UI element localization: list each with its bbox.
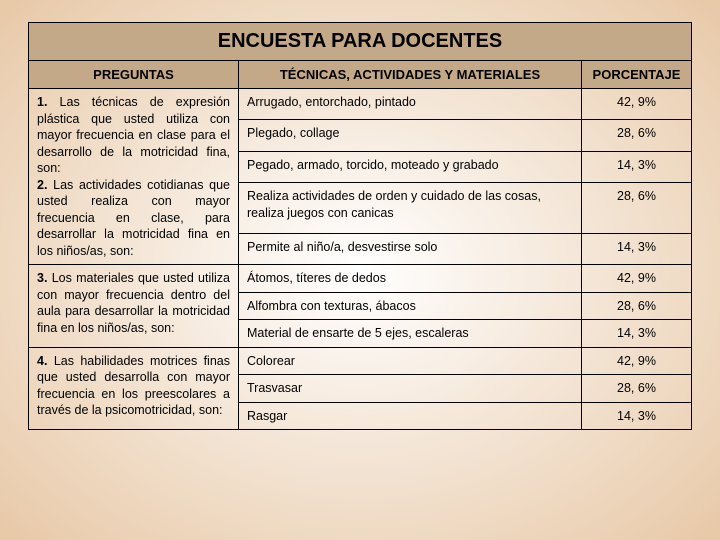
percentage-cell: 28, 6% — [582, 120, 692, 151]
question-cell-4: 4. Las habilidades motrices finas que us… — [29, 347, 239, 430]
table-row: 4. Las habilidades motrices finas que us… — [29, 347, 692, 375]
activity-cell: Arrugado, entorchado, pintado — [239, 89, 582, 120]
activity-cell: Colorear — [239, 347, 582, 375]
activity-cell: Trasvasar — [239, 375, 582, 403]
percentage-cell: 42, 9% — [582, 89, 692, 120]
question-cell-3: 3. Los materiales que usted utiliza con … — [29, 265, 239, 348]
survey-table-container: ENCUESTA PARA DOCENTES PREGUNTAS TÉCNICA… — [28, 22, 692, 430]
activity-cell: Átomos, títeres de dedos — [239, 265, 582, 293]
table-row: 3. Los materiales que usted utiliza con … — [29, 265, 692, 293]
percentage-cell: 14, 3% — [582, 151, 692, 182]
activity-cell: Permite al niño/a, desvestirse solo — [239, 233, 582, 264]
activity-cell: Pegado, armado, torcido, moteado y graba… — [239, 151, 582, 182]
table-title: ENCUESTA PARA DOCENTES — [28, 22, 692, 60]
activity-cell: Realiza actividades de orden y cuidado d… — [239, 183, 582, 233]
question-cell-1-2: 1. Las técnicas de expresión plástica qu… — [29, 89, 239, 265]
header-row: PREGUNTAS TÉCNICAS, ACTIVIDADES Y MATERI… — [29, 61, 692, 89]
activity-cell: Material de ensarte de 5 ejes, escaleras — [239, 320, 582, 348]
header-questions: PREGUNTAS — [29, 61, 239, 89]
table-row: 1. Las técnicas de expresión plástica qu… — [29, 89, 692, 120]
percentage-cell: 42, 9% — [582, 347, 692, 375]
header-activities: TÉCNICAS, ACTIVIDADES Y MATERIALES — [239, 61, 582, 89]
activity-cell: Alfombra con texturas, ábacos — [239, 292, 582, 320]
percentage-cell: 42, 9% — [582, 265, 692, 293]
survey-table: PREGUNTAS TÉCNICAS, ACTIVIDADES Y MATERI… — [28, 60, 692, 430]
activity-cell: Rasgar — [239, 402, 582, 430]
percentage-cell: 14, 3% — [582, 233, 692, 264]
percentage-cell: 14, 3% — [582, 320, 692, 348]
percentage-cell: 28, 6% — [582, 375, 692, 403]
percentage-cell: 28, 6% — [582, 183, 692, 233]
percentage-cell: 14, 3% — [582, 402, 692, 430]
activity-cell: Plegado, collage — [239, 120, 582, 151]
percentage-cell: 28, 6% — [582, 292, 692, 320]
header-percentage: PORCENTAJE — [582, 61, 692, 89]
